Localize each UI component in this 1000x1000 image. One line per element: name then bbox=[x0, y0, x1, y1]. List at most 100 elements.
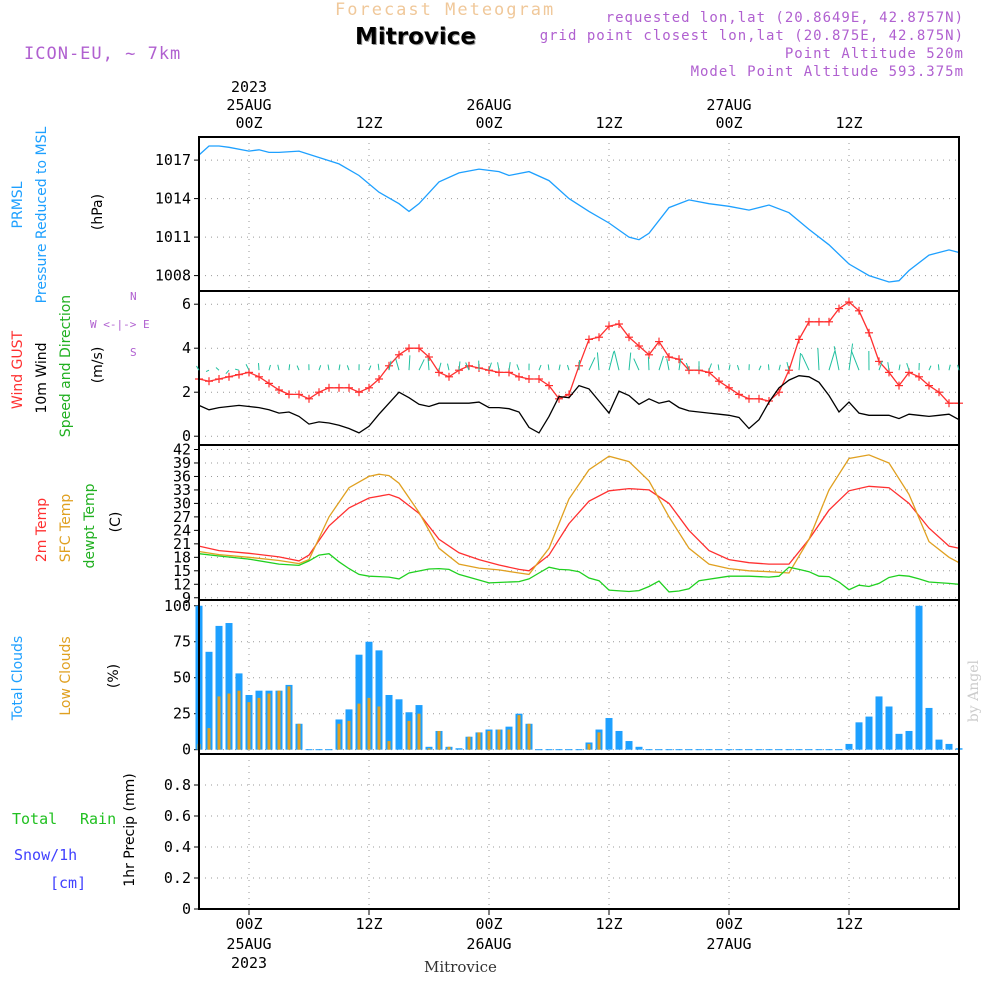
top-time-label: 00Z bbox=[715, 114, 742, 132]
bottom-time-label: 00Z bbox=[475, 915, 502, 933]
wind-direction-arrow bbox=[848, 343, 854, 371]
wind-direction-arrow bbox=[408, 355, 411, 371]
wind-direction-arrow bbox=[215, 367, 220, 371]
temperature-ytick-label: 15 bbox=[173, 562, 191, 580]
pressure-label-prmsl: PRMSL bbox=[10, 181, 26, 229]
total-cloud-bar bbox=[425, 746, 433, 750]
clouds-ytick-label: 0 bbox=[182, 741, 191, 759]
precip-ytick-label: 0.8 bbox=[164, 776, 191, 794]
wind-direction-arrow bbox=[728, 364, 731, 371]
low-cloud-bar bbox=[257, 697, 261, 750]
precip-ytick-label: 0.4 bbox=[164, 838, 191, 856]
wind-direction-arrow bbox=[628, 352, 632, 371]
wind-direction-arrow bbox=[948, 364, 951, 371]
wind-direction-arrow bbox=[736, 364, 740, 371]
compass-south: S bbox=[130, 346, 137, 359]
total-cloud-bar bbox=[635, 746, 643, 750]
total-cloud-bar bbox=[365, 641, 373, 750]
precip-unit: 1hr Precip (mm) bbox=[122, 773, 138, 887]
temp-unit: (C) bbox=[108, 511, 124, 533]
temperature-ytick-label: 12 bbox=[173, 575, 191, 593]
clouds-ytick-label: 50 bbox=[173, 669, 191, 687]
wind-direction-arrow bbox=[786, 362, 790, 371]
model-point-altitude: Model Point Altitude 593.375m bbox=[690, 64, 964, 80]
wind-direction-arrow bbox=[708, 363, 712, 371]
low-cloud-bar bbox=[357, 703, 361, 750]
footer-station: Mitrovice bbox=[424, 958, 497, 976]
snow-label: Snow/1h bbox=[14, 846, 78, 864]
wind-direction-arrow bbox=[906, 363, 910, 371]
wind-direction-arrow bbox=[458, 361, 461, 371]
wind-direction-arrow bbox=[338, 364, 341, 371]
wind-direction-arrow bbox=[538, 364, 542, 371]
top-time-label: 00Z bbox=[475, 114, 502, 132]
wind-direction-arrow bbox=[678, 358, 682, 371]
wind-direction-arrow bbox=[327, 364, 330, 371]
total-cloud-bar bbox=[925, 707, 933, 750]
wind-direction-arrow bbox=[368, 365, 372, 371]
sfc-temp-label: SFC Temp bbox=[58, 493, 74, 563]
low-cloud-bar bbox=[587, 743, 591, 750]
total-label: Total bbox=[12, 810, 58, 828]
total-cloud-bar bbox=[395, 699, 403, 750]
wind-unit: (m/s) bbox=[90, 346, 106, 384]
total-cloud-bar bbox=[875, 696, 883, 750]
wind-direction-arrow bbox=[296, 365, 300, 371]
wind-direction-arrow bbox=[898, 364, 901, 371]
low-cloud-bar bbox=[517, 715, 521, 750]
clouds-unit: (%) bbox=[106, 663, 122, 689]
precip-ytick-label: 0.6 bbox=[164, 807, 191, 825]
total-cloud-bar bbox=[935, 739, 943, 750]
total-cloud-bar bbox=[205, 651, 213, 750]
total-cloud-bar bbox=[855, 722, 863, 750]
total-cloud-bar bbox=[605, 718, 613, 750]
low-cloud-bar bbox=[527, 723, 531, 750]
wind-direction-arrow bbox=[427, 357, 430, 371]
total-cloud-bar bbox=[455, 748, 463, 750]
series-t2m bbox=[198, 485, 960, 572]
top-date-label: 26AUG bbox=[466, 96, 511, 114]
wind-direction-arrow bbox=[937, 364, 940, 371]
wind-direction-arrow bbox=[647, 357, 650, 371]
pressure-label-msl: Pressure Reduced to MSL bbox=[34, 126, 50, 304]
precip-panel-frame bbox=[198, 753, 960, 910]
low-cloud-bar bbox=[427, 748, 431, 750]
wind-direction-arrow bbox=[235, 368, 240, 371]
wind-direction-arrow bbox=[377, 363, 380, 371]
total-cloud-bar bbox=[895, 733, 903, 750]
wind-direction-arrow bbox=[878, 360, 883, 371]
top-time-label: 12Z bbox=[835, 114, 862, 132]
wind-direction-arrow bbox=[800, 353, 810, 371]
low-cloud-bar bbox=[227, 693, 231, 750]
wind-direction-arrow bbox=[957, 364, 960, 371]
pressure-ytick-label: 1017 bbox=[155, 151, 191, 169]
wind-gust-label: Wind GUST bbox=[10, 330, 26, 410]
rain-label: Rain bbox=[80, 810, 117, 828]
total-cloud-bar bbox=[915, 605, 923, 750]
bottom-time-label: 00Z bbox=[235, 915, 262, 933]
temperature-ytick-label: 9 bbox=[182, 589, 191, 607]
series-dewpt bbox=[198, 553, 960, 593]
wind-direction-arrow bbox=[245, 364, 250, 371]
wind-direction-arrow bbox=[666, 358, 670, 371]
low-cloud-bar bbox=[297, 723, 301, 750]
low-cloud-bar bbox=[247, 702, 251, 750]
pressure-ytick-label: 1011 bbox=[155, 228, 191, 246]
low-cloud-bar bbox=[277, 690, 281, 750]
wind-direction-arrow bbox=[508, 362, 511, 371]
series-pressure bbox=[198, 145, 960, 283]
low-cloud-bar bbox=[597, 732, 601, 750]
low-cloud-bar bbox=[287, 686, 291, 750]
wind-direction-arrow bbox=[388, 360, 392, 371]
low-cloud-bar bbox=[467, 736, 471, 750]
wind-direction-arrow bbox=[465, 362, 470, 371]
wind-direction-arrow bbox=[395, 358, 400, 371]
top-year-label: 2023 bbox=[231, 78, 267, 96]
wind-direction-arrow bbox=[828, 351, 836, 371]
bottom-time-label: 12Z bbox=[355, 915, 382, 933]
station-title: Mitrovice bbox=[355, 24, 477, 50]
total-clouds-label: Total Clouds bbox=[10, 635, 26, 721]
wind-direction-arrow bbox=[225, 369, 230, 375]
total-cloud-bar bbox=[215, 625, 223, 750]
